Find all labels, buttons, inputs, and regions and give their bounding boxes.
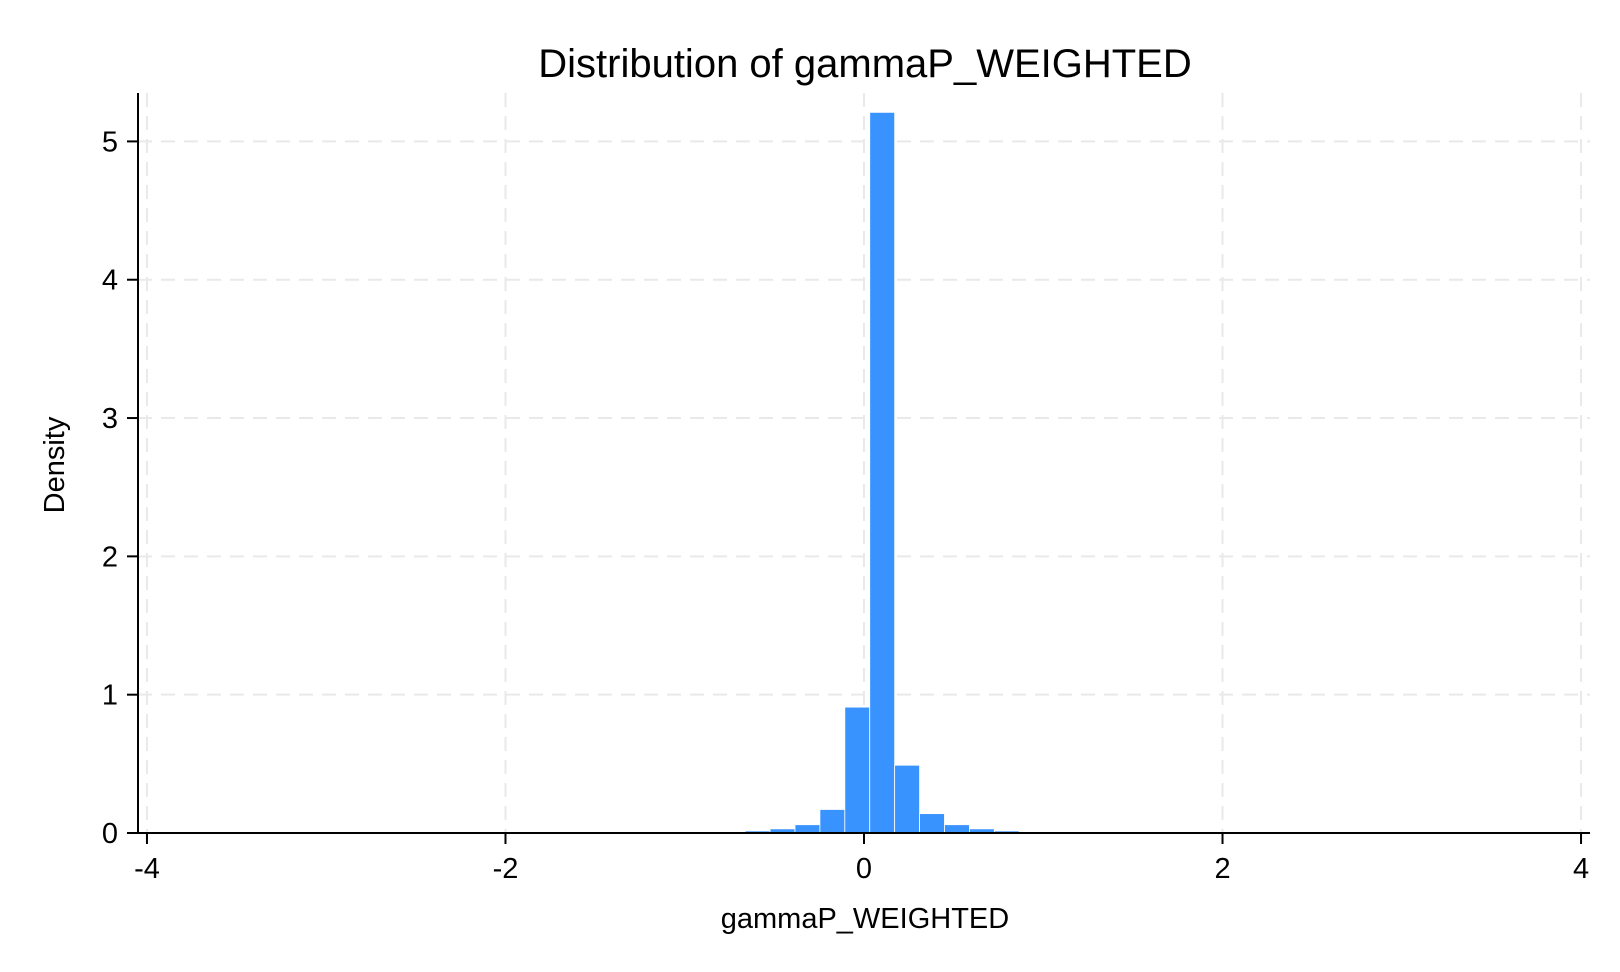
- histogram-bar: [919, 813, 945, 834]
- histogram-bar: [894, 764, 920, 834]
- chart-title: Distribution of gammaP_WEIGHTED: [538, 42, 1192, 86]
- histogram-bar: [869, 111, 896, 834]
- x-tick-label: -4: [134, 853, 160, 885]
- y-tick-label: 2: [102, 541, 118, 573]
- axes: 0 1 2 3 4 5 -4 -2 0 2 4: [102, 93, 1590, 885]
- y-tick-label: 3: [102, 403, 118, 435]
- y-tick-label: 5: [102, 126, 118, 158]
- histogram-bar: [794, 824, 821, 834]
- histogram-bar: [819, 809, 846, 834]
- histogram-bar: [944, 824, 970, 834]
- histogram-bars: [146, 111, 1582, 834]
- y-tick-label: 4: [102, 265, 118, 297]
- x-tick-label: 0: [856, 853, 872, 885]
- y-tick-label: 0: [102, 818, 118, 850]
- x-tick-label: 4: [1573, 853, 1589, 885]
- x-tick-label: -2: [493, 853, 519, 885]
- y-axis-label: Density: [39, 416, 71, 513]
- x-tick-label: 2: [1214, 853, 1230, 885]
- x-axis-label: gammaP_WEIGHTED: [721, 903, 1009, 935]
- gridlines: [138, 93, 1590, 833]
- histogram-bar: [844, 706, 871, 834]
- y-tick-label: 1: [102, 680, 118, 712]
